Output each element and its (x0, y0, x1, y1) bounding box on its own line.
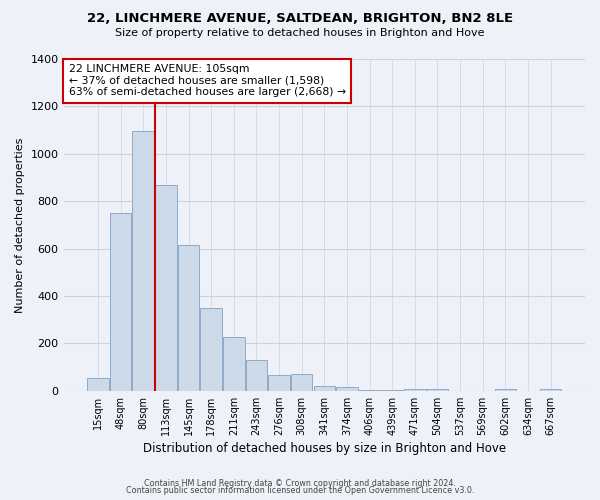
Bar (268, 376, 290, 391)
Bar (155, 184, 176, 391)
Bar (245, 360, 267, 391)
Text: Size of property relative to detached houses in Brighton and Hove: Size of property relative to detached ho… (115, 28, 485, 38)
Text: 22 LINCHMERE AVENUE: 105sqm
← 37% of detached houses are smaller (1,598)
63% of : 22 LINCHMERE AVENUE: 105sqm ← 37% of det… (69, 64, 346, 97)
Bar (494, 389, 516, 391)
Bar (404, 389, 425, 391)
Bar (110, 213, 131, 391)
Text: 22, LINCHMERE AVENUE, SALTDEAN, BRIGHTON, BN2 8LE: 22, LINCHMERE AVENUE, SALTDEAN, BRIGHTON… (87, 12, 513, 26)
Bar (223, 337, 245, 391)
Bar (178, 245, 199, 391)
Bar (540, 389, 561, 391)
Y-axis label: Number of detached properties: Number of detached properties (15, 137, 25, 312)
Bar (291, 374, 313, 391)
Bar (359, 390, 380, 391)
Bar (336, 386, 358, 391)
Text: Contains public sector information licensed under the Open Government Licence v3: Contains public sector information licen… (126, 486, 474, 495)
Bar (200, 308, 222, 391)
X-axis label: Distribution of detached houses by size in Brighton and Hove: Distribution of detached houses by size … (143, 442, 506, 455)
Bar (133, 132, 154, 391)
Text: Contains HM Land Registry data © Crown copyright and database right 2024.: Contains HM Land Registry data © Crown c… (144, 478, 456, 488)
Bar (427, 389, 448, 391)
Bar (314, 386, 335, 391)
Bar (87, 378, 109, 391)
Bar (382, 390, 403, 391)
